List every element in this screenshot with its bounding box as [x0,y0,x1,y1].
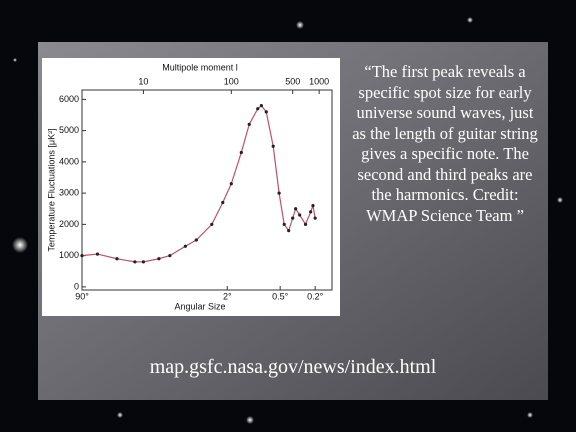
data-point [311,204,314,207]
x2-tick-label: 2° [223,291,232,301]
y-tick-label: 3000 [59,188,79,198]
data-point [80,254,83,257]
x2-tick-label: 0.5° [272,291,289,301]
data-point [195,238,198,241]
data-point [314,217,317,220]
chart-image [42,58,340,316]
data-point [230,182,233,185]
data-point [96,252,99,255]
x-tick-label: 1000 [309,76,329,86]
data-point [210,223,213,226]
y-axis-label: Temperature Fluctuations [μK²] [46,128,56,251]
data-point [256,107,259,110]
data-point [184,245,187,248]
data-point [260,104,263,107]
data-point [248,123,251,126]
data-point [309,210,312,213]
x-tick-label: 10 [138,76,148,86]
data-point [298,213,301,216]
x2-tick-label: 0.2° [307,291,324,301]
data-point [168,254,171,257]
data-point [133,260,136,263]
url: map.gsfc.nasa.gov/news/index.html [38,356,548,379]
y-tick-label: 1000 [59,250,79,260]
data-point [115,257,118,260]
data-point [291,217,294,220]
data-point [272,145,275,148]
data-point [287,229,290,232]
y-tick-label: 5000 [59,125,79,135]
y-tick-label: 6000 [59,94,79,104]
data-point [304,223,307,226]
chart-title: Multipole moment l [162,62,238,72]
x2-tick-label: 90° [75,291,89,301]
x-tick-label: 500 [285,76,300,86]
x-axis-label: Angular Size [174,301,225,311]
data-point [142,260,145,263]
data-point [294,207,297,210]
quote: “The first peak reveals a specific spot … [352,62,538,226]
data-point [283,223,286,226]
slide: Multipole moment l Angular Size Temperat… [0,0,576,432]
data-point [265,110,268,113]
x-tick-label: 100 [224,76,239,86]
data-point [157,257,160,260]
data-point [277,192,280,195]
y-tick-label: 4000 [59,156,79,166]
data-point [240,151,243,154]
y-tick-label: 2000 [59,219,79,229]
y-tick-label: 0 [74,281,79,291]
data-point [221,201,224,204]
